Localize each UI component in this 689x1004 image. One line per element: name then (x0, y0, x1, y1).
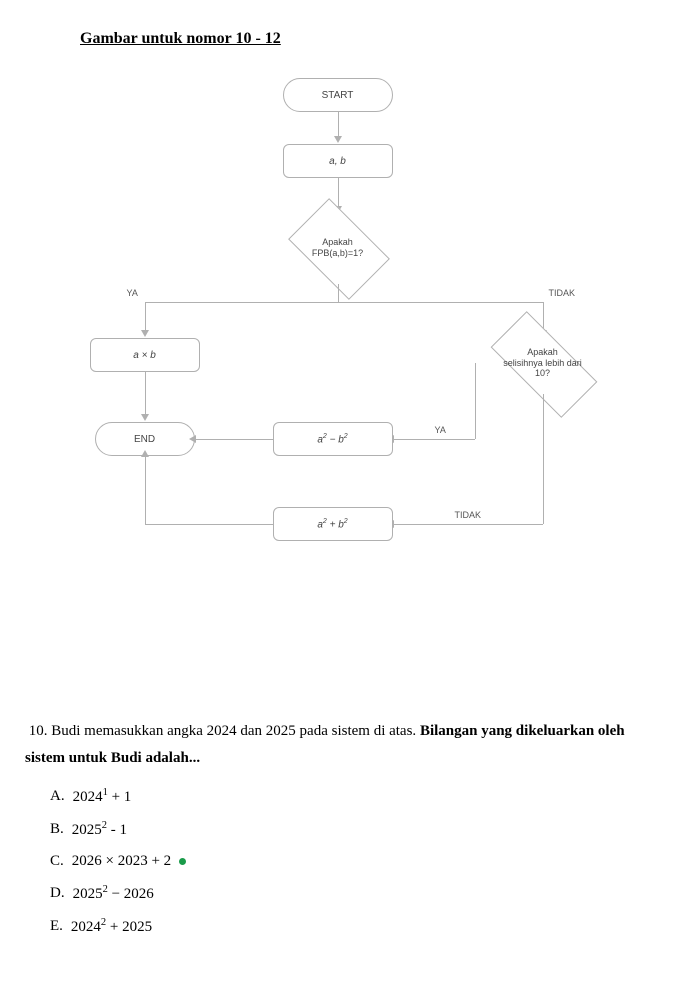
option-e-letter: E. (50, 918, 63, 935)
a2mb2-b-exp: 2 (344, 433, 348, 440)
label-ya-2: YA (435, 425, 446, 435)
option-b-base: 2025 (72, 822, 102, 838)
flowchart: START a, b Apakah FPB(a,b)=1? YA TIDAK a… (55, 78, 635, 598)
end-label: END (134, 434, 155, 445)
option-a-letter: A. (50, 788, 65, 805)
a2pb2-plus: + (327, 519, 338, 530)
correct-marker-icon (179, 858, 186, 865)
option-a: A. 20241 + 1 (50, 787, 664, 806)
option-c-letter: C. (50, 853, 64, 870)
a2pb2-b-exp: 2 (344, 518, 348, 525)
option-d-base: 2025 (73, 886, 103, 902)
option-e-base: 2024 (71, 919, 101, 935)
question-10: 10. Budi memasukkan angka 2024 dan 2025 … (25, 718, 649, 772)
options-list: A. 20241 + 1 B. 20252 - 1 C. 2026 × 2023… (50, 787, 664, 936)
node-decision-fpb: Apakah FPB(a,b)=1? (278, 208, 398, 288)
a2mb2-minus: − (327, 434, 338, 445)
option-e-tail: + 2025 (106, 919, 152, 935)
option-c-text: 2026 × 2023 + 2 (72, 853, 171, 870)
option-d-tail: − 2026 (108, 886, 154, 902)
input-label: a, b (329, 156, 346, 167)
decision1-line2: FPB(a,b)=1? (312, 248, 363, 259)
option-d-letter: D. (50, 885, 65, 902)
node-input: a, b (283, 144, 393, 178)
node-a2-minus-b2: a2 − b2 (273, 422, 393, 456)
axb-label: a × b (133, 350, 156, 361)
node-axb: a × b (90, 338, 200, 372)
label-tidak-1: TIDAK (549, 288, 576, 298)
decision1-line1: Apakah (312, 237, 363, 248)
question-number: 10. (29, 723, 48, 739)
label-ya-1: YA (127, 288, 138, 298)
node-start: START (283, 78, 393, 112)
decision2-line2: selisihnya lebih dari (503, 358, 582, 369)
option-c: C. 2026 × 2023 + 2 (50, 853, 664, 870)
option-a-base: 2024 (73, 789, 103, 805)
decision2-line1: Apakah (503, 347, 582, 358)
node-decision-selisih: Apakah selisihnya lebih dari 10? (473, 328, 613, 398)
option-e: E. 20242 + 2025 (50, 917, 664, 936)
start-label: START (322, 90, 354, 101)
option-b: B. 20252 - 1 (50, 820, 664, 839)
option-b-letter: B. (50, 821, 64, 838)
label-tidak-2: TIDAK (455, 510, 482, 520)
option-d: D. 20252 − 2026 (50, 884, 664, 903)
option-a-tail: + 1 (108, 789, 131, 805)
node-a2-plus-b2: a2 + b2 (273, 507, 393, 541)
question-text-1: Budi memasukkan angka 2024 dan 2025 pada… (48, 723, 420, 739)
figure-heading: Gambar untuk nomor 10 - 12 (80, 30, 664, 48)
decision2-line3: 10? (503, 368, 582, 379)
option-b-tail: - 1 (107, 822, 127, 838)
